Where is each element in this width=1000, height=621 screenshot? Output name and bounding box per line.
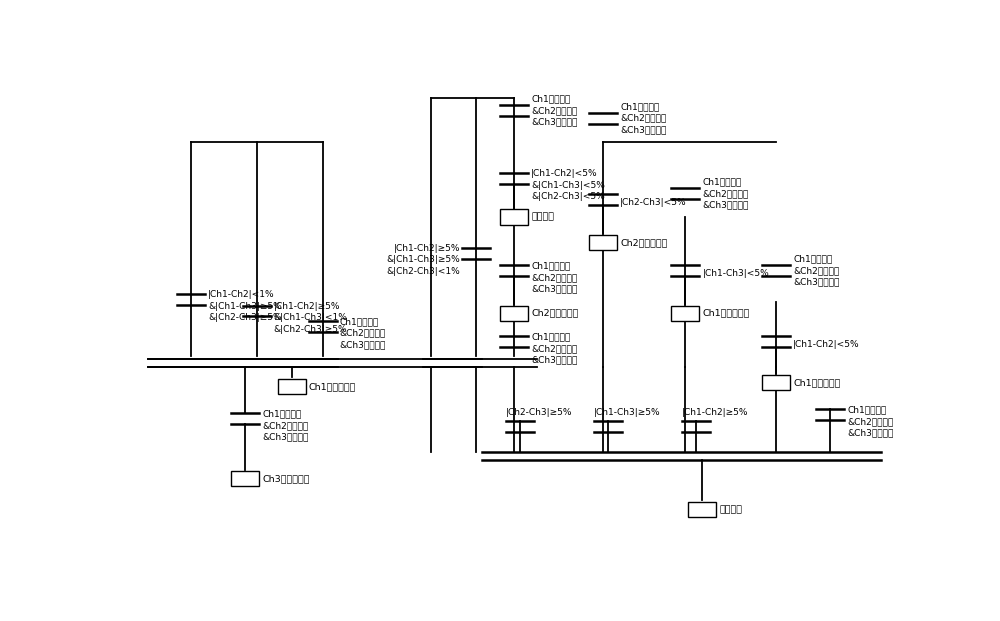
Text: |Ch1-Ch2|<1%
&|Ch1-Ch3|≥5%
&|Ch2-Ch3|≥5%: |Ch1-Ch2|<1% &|Ch1-Ch3|≥5% &|Ch2-Ch3|≥5% bbox=[208, 290, 282, 322]
Text: 信号故障: 信号故障 bbox=[719, 505, 742, 514]
Text: Ch1通道故障
&Ch2通道故障
&Ch3通道故障: Ch1通道故障 &Ch2通道故障 &Ch3通道故障 bbox=[847, 406, 894, 438]
Bar bbox=[762, 375, 790, 390]
Bar bbox=[231, 471, 259, 486]
Text: |Ch1-Ch2|≥5%
&|Ch1-Ch3|≥5%
&|Ch2-Ch3|<1%: |Ch1-Ch2|≥5% &|Ch1-Ch3|≥5% &|Ch2-Ch3|<1% bbox=[387, 244, 461, 276]
Text: Ch1通道故障
&Ch2通道正常
&Ch3通道正常: Ch1通道故障 &Ch2通道正常 &Ch3通道正常 bbox=[620, 102, 667, 134]
Text: |Ch1-Ch3|≥5%: |Ch1-Ch3|≥5% bbox=[594, 408, 660, 417]
Text: Ch3为有效信号: Ch3为有效信号 bbox=[262, 474, 310, 483]
Text: Ch1为有效信号: Ch1为有效信号 bbox=[702, 309, 750, 318]
Text: |Ch1-Ch2|<5%: |Ch1-Ch2|<5% bbox=[793, 340, 860, 349]
Text: |Ch2-Ch3|<5%: |Ch2-Ch3|<5% bbox=[620, 197, 687, 207]
Text: |Ch1-Ch2|≥5%: |Ch1-Ch2|≥5% bbox=[682, 408, 749, 417]
Bar bbox=[278, 379, 306, 394]
Bar bbox=[500, 306, 528, 321]
Text: Ch1为有效信号: Ch1为有效信号 bbox=[309, 382, 356, 391]
Text: Ch1为有效信号: Ch1为有效信号 bbox=[793, 378, 840, 387]
Text: Ch1通道正常
&Ch2通道故障
&Ch3通道故障: Ch1通道正常 &Ch2通道故障 &Ch3通道故障 bbox=[531, 332, 577, 365]
Text: Ch1通道正常
&Ch2通道正常
&Ch3通道故障: Ch1通道正常 &Ch2通道正常 &Ch3通道故障 bbox=[793, 255, 839, 287]
Text: |Ch1-Ch2|≥5%
&|Ch1-Ch3|<1%
&|Ch2-Ch3|≥5%: |Ch1-Ch2|≥5% &|Ch1-Ch3|<1% &|Ch2-Ch3|≥5% bbox=[274, 302, 348, 333]
Bar bbox=[500, 209, 528, 225]
Bar bbox=[688, 502, 716, 517]
Text: Ch2为有效信号: Ch2为有效信号 bbox=[620, 238, 668, 247]
Text: |Ch1-Ch2|<5%
&|Ch1-Ch3|<5%
&|Ch2-Ch3|<5%: |Ch1-Ch2|<5% &|Ch1-Ch3|<5% &|Ch2-Ch3|<5% bbox=[531, 170, 605, 201]
Text: Ch1通道故障
&Ch2通道正常
&Ch3通道故障: Ch1通道故障 &Ch2通道正常 &Ch3通道故障 bbox=[531, 261, 577, 294]
Text: |Ch2-Ch3|≥5%: |Ch2-Ch3|≥5% bbox=[506, 408, 573, 417]
Text: |Ch1-Ch3|<5%: |Ch1-Ch3|<5% bbox=[702, 270, 769, 278]
Text: Ch1通道正常
&Ch2通道正常
&Ch3通道正常: Ch1通道正常 &Ch2通道正常 &Ch3通道正常 bbox=[531, 94, 577, 127]
Text: Ch1通道正常
&Ch2通道故障
&Ch3通道正常: Ch1通道正常 &Ch2通道故障 &Ch3通道正常 bbox=[702, 178, 749, 210]
Bar bbox=[589, 235, 617, 250]
Text: Ch2为有效信号: Ch2为有效信号 bbox=[531, 309, 578, 318]
Text: 取中间値: 取中间値 bbox=[531, 212, 554, 222]
Text: Ch1通道故障
&Ch2通道故障
&Ch3通道正常: Ch1通道故障 &Ch2通道故障 &Ch3通道正常 bbox=[262, 409, 309, 442]
Text: Ch1通道正常
&Ch2通道故障
&Ch3通道故障: Ch1通道正常 &Ch2通道故障 &Ch3通道故障 bbox=[340, 317, 386, 349]
Bar bbox=[671, 306, 699, 321]
